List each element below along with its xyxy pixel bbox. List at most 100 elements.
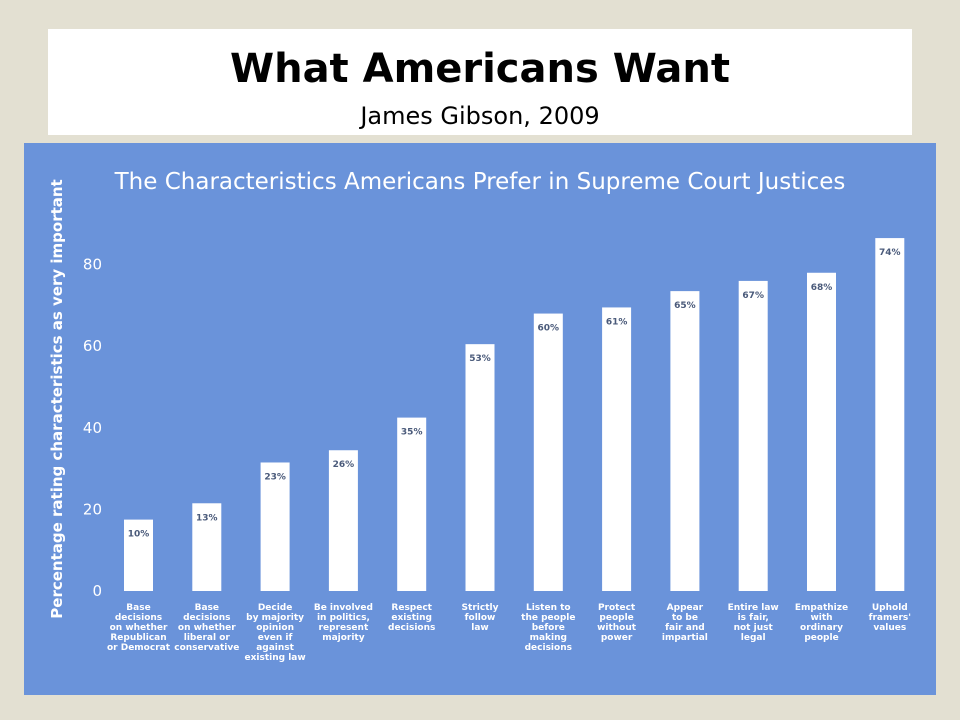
category-label: Base decisions on whether Republican or Demo… [107, 603, 171, 653]
category-label: Base decisions on whether liberal or conserv… [174, 603, 239, 653]
bar-value-label: 74% [879, 248, 901, 258]
category-label-line: Entire law [728, 603, 779, 613]
slide-title: What Americans Want [229, 46, 731, 92]
bar-value-label: 53% [469, 354, 491, 364]
category-label-line: Appear [667, 603, 704, 613]
bar-value-label: 60% [538, 324, 560, 334]
category-label-line: existing law [244, 653, 305, 663]
category-label-line: people [599, 613, 633, 623]
chart-title: The Characteristics Americans Prefer in … [114, 169, 846, 195]
y-tick-label: 60 [83, 337, 102, 355]
category-label: Strictly follow law [462, 603, 499, 633]
category-label-line: Empathize [795, 603, 848, 613]
slide-title-box: What Americans Want James Gibson, 2009 [48, 29, 912, 135]
category-label: Empathize with ordinary people [795, 603, 848, 643]
bar [602, 307, 632, 591]
bar [465, 344, 495, 591]
bar [738, 280, 768, 591]
y-axis-ticks: 0 20 40 60 80 [83, 256, 102, 600]
chart-panel: The Characteristics Americans Prefer in … [24, 143, 936, 695]
bar [124, 519, 153, 591]
category-label-line: on whether [178, 623, 236, 633]
category-label-line: majority [322, 633, 365, 643]
bar [807, 272, 836, 591]
category-label-line: people [804, 633, 838, 643]
bar [328, 450, 358, 591]
category-label-line: against [256, 643, 294, 653]
category-label-line: represent [319, 623, 369, 633]
category-label-line: Uphold [872, 603, 908, 613]
category-label: Entire law is fair, not just legal [728, 603, 779, 643]
category-label-line: without [597, 623, 637, 633]
category-label-line: not just [734, 623, 774, 633]
category-label: Listen to the people before making decisions [521, 603, 575, 653]
category-label-line: follow [465, 613, 496, 623]
category-label-line: fair and [665, 623, 705, 633]
category-label-line: Base [126, 603, 150, 613]
category-label-line: values [873, 623, 906, 633]
category-label-line: legal [741, 633, 766, 643]
category-label-line: Republican [110, 633, 166, 643]
category-label: Decide by majority opinion even if against ex… [244, 603, 305, 663]
bar [875, 238, 905, 591]
bar [192, 503, 222, 591]
bar-labels-group: 10% 13% 23% 26% 35% 53% 60% 61% 65% 67% 68% 74% [128, 248, 901, 540]
category-label-line: Be involved [314, 603, 373, 613]
category-label-line: before [532, 623, 565, 633]
category-label-line: even if [258, 633, 293, 643]
slide-subtitle: James Gibson, 2009 [360, 102, 600, 130]
category-label-line: conservative [174, 643, 239, 653]
category-label-line: or Democrat [107, 643, 171, 653]
bar [260, 462, 290, 591]
category-label-line: Protect [598, 603, 636, 613]
category-label: Protect people without power [597, 603, 637, 643]
category-label-line: by majority [246, 613, 304, 623]
y-tick-label: 20 [83, 500, 102, 518]
category-label-line: impartial [662, 633, 708, 643]
bar-value-label: 10% [128, 530, 150, 540]
y-axis-label: Percentage rating characteristics as ver… [48, 179, 66, 618]
category-label: Appear to be fair and impartial [662, 603, 708, 643]
bar-value-label: 23% [264, 472, 286, 482]
category-label-line: liberal or [184, 633, 231, 643]
bar [533, 313, 563, 591]
bar-value-label: 68% [811, 283, 833, 293]
category-label: Uphold framers' values [869, 603, 911, 633]
category-label-line: Strictly [462, 603, 499, 613]
category-label: Respect existing decisions [388, 603, 435, 633]
category-label-line: power [601, 633, 633, 643]
category-label-line: law [471, 623, 488, 633]
category-label-line: opinion [256, 623, 294, 633]
category-label-line: is fair, [738, 613, 769, 623]
category-label-line: decisions [525, 643, 572, 653]
category-label-line: making [530, 633, 567, 643]
bars-group [124, 238, 905, 591]
category-labels-group: Base decisions on whether Republican or Demo… [107, 603, 911, 663]
category-label-line: decisions [183, 613, 230, 623]
bar-value-label: 65% [674, 301, 696, 311]
bar [397, 417, 427, 591]
bar [670, 291, 700, 591]
y-tick-label: 80 [83, 256, 102, 274]
bar-value-label: 61% [606, 317, 628, 327]
bar-chart: The Characteristics Americans Prefer in … [48, 169, 911, 663]
y-tick-label: 0 [92, 582, 102, 600]
category-label-line: ordinary [800, 623, 843, 633]
category-label-line: Base [195, 603, 219, 613]
category-label-line: decisions [388, 623, 435, 633]
category-label-line: Decide [258, 603, 293, 613]
bar-value-label: 26% [333, 460, 355, 470]
category-label-line: to be [672, 613, 698, 623]
category-label-line: Listen to [526, 603, 571, 613]
y-tick-label: 40 [83, 419, 102, 437]
category-label-line: the people [521, 613, 575, 623]
bar-value-label: 67% [742, 291, 764, 301]
category-label-line: decisions [115, 613, 162, 623]
category-label-line: on whether [110, 623, 168, 633]
category-label-line: Respect [391, 603, 432, 613]
category-label: Be involved in politics, represent majority [314, 603, 373, 643]
category-label-line: in politics, [317, 613, 370, 623]
category-label-line: framers' [869, 613, 911, 623]
bar-value-label: 35% [401, 428, 423, 438]
bar-value-label: 13% [196, 513, 218, 523]
